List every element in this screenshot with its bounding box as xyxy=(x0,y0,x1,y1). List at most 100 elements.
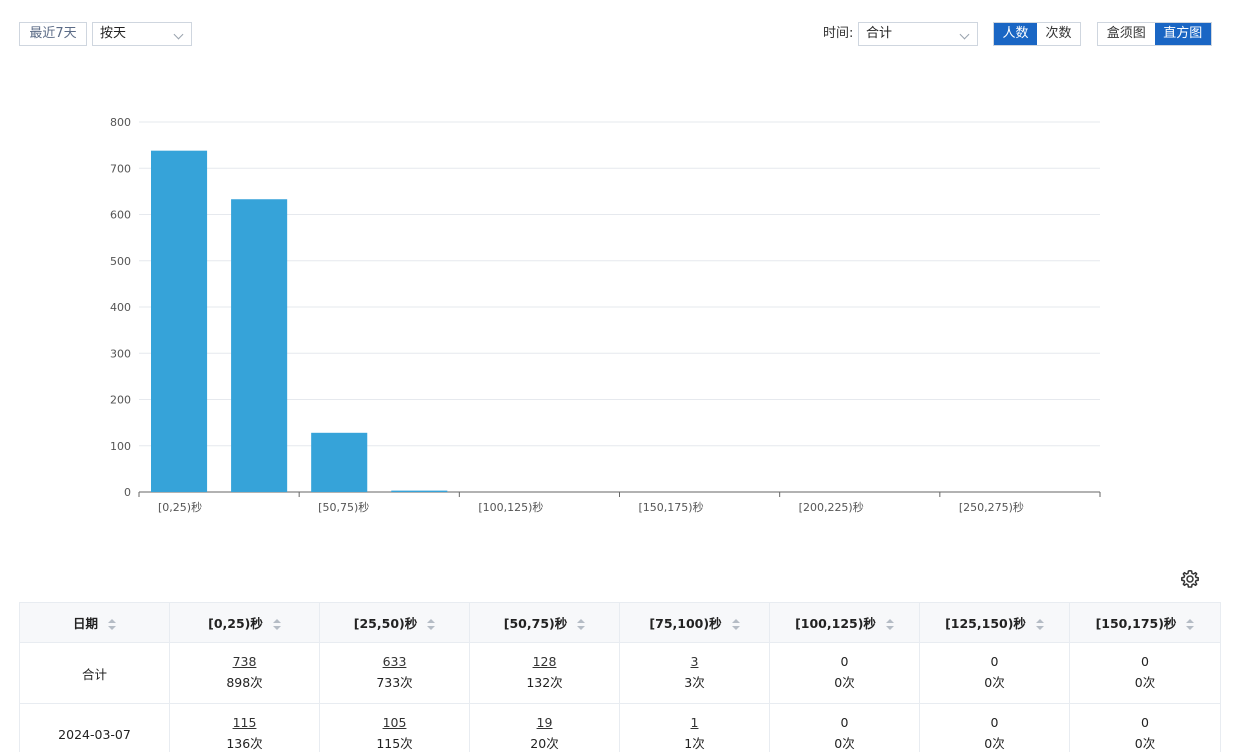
sort-icon[interactable] xyxy=(1035,618,1044,631)
visit-count: 733次 xyxy=(376,675,413,690)
x-tick-label: [200,225)秒 xyxy=(799,500,864,514)
metric-people-button[interactable]: 人数 xyxy=(994,23,1037,45)
header-label: [150,175)秒 xyxy=(1095,616,1177,631)
people-count: 0 xyxy=(840,654,849,669)
y-tick-label: 700 xyxy=(110,162,131,175)
histogram-svg: 0 100 200 300 400 500 600 700 800 [0,25)秒 [50,75)秒… xyxy=(110,116,1101,514)
histogram-button[interactable]: 直方图 xyxy=(1154,23,1211,45)
value-cell: 633 733次 xyxy=(319,642,470,704)
metric-toggle: 人数 次数 xyxy=(993,22,1081,46)
time-select-value: 合计 xyxy=(866,26,893,41)
chevron-down-icon xyxy=(959,29,970,40)
y-tick-label: 600 xyxy=(110,209,131,222)
y-tick-label: 400 xyxy=(110,301,131,314)
sort-icon[interactable] xyxy=(885,618,894,631)
toolbar: 最近7天 按天 时间: 合计 人数 次数 盒须图 直方图 xyxy=(0,0,1240,60)
table-row: 2024-03-07 115 136次 105 115次 19 20次 1 1次 0 0次 0 0次 0 0… xyxy=(19,703,1221,752)
column-header[interactable]: [50,75)秒 xyxy=(469,602,620,643)
histogram-bar xyxy=(311,432,368,492)
header-label: [50,75)秒 xyxy=(503,616,568,631)
column-header[interactable]: [125,150)秒 xyxy=(919,602,1070,643)
x-tick-label: [150,175)秒 xyxy=(639,500,704,514)
y-tick-label: 800 xyxy=(110,116,131,129)
column-header[interactable]: [150,175)秒 xyxy=(1069,602,1221,643)
people-count-link[interactable]: 115 xyxy=(232,715,257,730)
sort-icon[interactable] xyxy=(731,618,740,631)
table-header-row: 日期 [0,25)秒 [25,50)秒 [50,75)秒 [75,100)秒 [… xyxy=(19,602,1221,643)
people-count: 0 xyxy=(1141,715,1149,730)
data-table: 日期 [0,25)秒 [25,50)秒 [50,75)秒 [75,100)秒 [… xyxy=(19,602,1221,752)
time-label: 时间: xyxy=(823,26,854,41)
value-cell: 0 0次 xyxy=(1069,703,1221,752)
value-cell: 0 0次 xyxy=(1069,642,1221,704)
value-cell: 0 0次 xyxy=(769,642,920,704)
y-tick-label: 200 xyxy=(110,394,131,407)
people-count-link[interactable]: 738 xyxy=(232,654,257,669)
visit-count: 0次 xyxy=(1134,675,1156,690)
gear-icon[interactable] xyxy=(1180,569,1200,589)
histogram-bar xyxy=(151,150,208,493)
sort-icon[interactable] xyxy=(577,618,586,631)
column-header[interactable]: [0,25)秒 xyxy=(169,602,320,643)
sort-icon[interactable] xyxy=(427,618,436,631)
visit-count: 898次 xyxy=(226,675,263,690)
people-count-link[interactable]: 128 xyxy=(532,654,557,669)
histogram-bar xyxy=(391,490,448,492)
group-by-value: 按天 xyxy=(100,26,127,41)
y-tick-label: 100 xyxy=(110,440,131,453)
visit-count: 115次 xyxy=(376,736,413,751)
histogram-chart: 0 100 200 300 400 500 600 700 800 [0,25)秒 [50,75)秒… xyxy=(0,90,1240,530)
header-label: 日期 xyxy=(72,616,98,631)
value-cell: 0 0次 xyxy=(919,642,1070,704)
header-label: [0,25)秒 xyxy=(208,616,263,631)
value-cell: 105 115次 xyxy=(319,703,470,752)
metric-count-button[interactable]: 次数 xyxy=(1037,23,1080,45)
value-cell: 115 136次 xyxy=(169,703,320,752)
sort-icon[interactable] xyxy=(1186,618,1195,631)
people-count-link[interactable]: 105 xyxy=(382,715,407,730)
visit-count: 0次 xyxy=(834,675,855,690)
table-row: 合计 738 898次 633 733次 128 132次 3 3次 0 0次 0 0次 0 0次 xyxy=(19,642,1221,704)
value-cell: 3 3次 xyxy=(619,642,770,704)
time-select[interactable]: 合计 xyxy=(858,22,978,46)
visit-count: 0次 xyxy=(984,675,1005,690)
column-header[interactable]: [100,125)秒 xyxy=(769,602,920,643)
visit-count: 0次 xyxy=(834,736,855,751)
visit-count: 132次 xyxy=(526,675,563,690)
chevron-down-icon xyxy=(173,29,184,40)
value-cell: 0 0次 xyxy=(769,703,920,752)
people-count-link[interactable]: 1 xyxy=(690,715,699,730)
column-header-date[interactable]: 日期 xyxy=(19,602,170,643)
visit-count: 20次 xyxy=(530,736,559,751)
y-tick-label: 500 xyxy=(110,255,131,268)
header-label: [100,125)秒 xyxy=(795,616,876,631)
column-header[interactable]: [75,100)秒 xyxy=(619,602,770,643)
x-tick-label: [250,275)秒 xyxy=(959,500,1024,514)
people-count-link[interactable]: 3 xyxy=(690,654,699,669)
column-header[interactable]: [25,50)秒 xyxy=(319,602,470,643)
chart-type-toggle: 盒须图 直方图 xyxy=(1097,22,1212,46)
date-range-button[interactable]: 最近7天 xyxy=(19,22,87,46)
visit-count: 3次 xyxy=(684,675,705,690)
people-count-link[interactable]: 19 xyxy=(536,715,553,730)
sort-icon[interactable] xyxy=(272,618,281,631)
visit-count: 0次 xyxy=(1134,736,1156,751)
people-count: 0 xyxy=(840,715,849,730)
date-cell: 2024-03-07 xyxy=(19,703,170,752)
y-tick-label: 0 xyxy=(124,486,131,499)
boxplot-button[interactable]: 盒须图 xyxy=(1098,23,1155,45)
group-by-select[interactable]: 按天 xyxy=(92,22,192,46)
x-tick-label: [100,125)秒 xyxy=(478,500,543,514)
visit-count: 1次 xyxy=(684,736,705,751)
header-label: [125,150)秒 xyxy=(945,616,1026,631)
y-tick-label: 300 xyxy=(110,347,131,360)
people-count-link[interactable]: 633 xyxy=(382,654,407,669)
value-cell: 1 1次 xyxy=(619,703,770,752)
sort-icon[interactable] xyxy=(108,618,116,631)
visit-count: 136次 xyxy=(226,736,263,751)
visit-count: 0次 xyxy=(984,736,1005,751)
value-cell: 128 132次 xyxy=(469,642,620,704)
histogram-bar xyxy=(231,199,288,493)
people-count: 0 xyxy=(990,654,999,669)
value-cell: 19 20次 xyxy=(469,703,620,752)
